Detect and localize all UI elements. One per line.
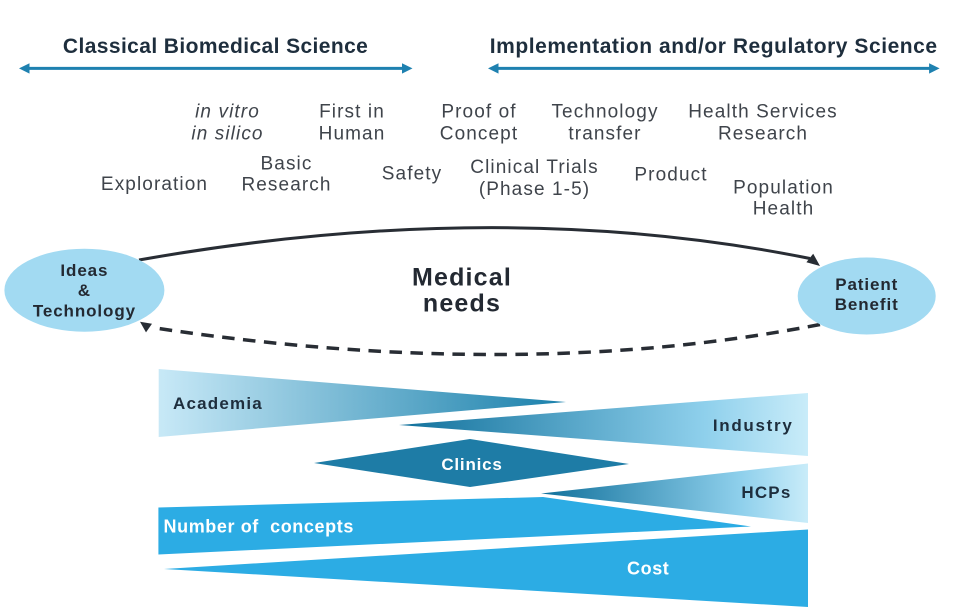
svg-text:in silico: in silico (191, 124, 263, 145)
svg-text:Clinics: Clinics (441, 455, 502, 474)
svg-text:Safety: Safety (382, 164, 442, 185)
svg-text:Cost: Cost (627, 559, 669, 579)
svg-text:&: & (78, 281, 91, 300)
svg-text:Classical Biomedical Science: Classical Biomedical Science (63, 35, 368, 58)
svg-text:Health Services: Health Services (688, 102, 838, 123)
svg-text:Research: Research (718, 124, 808, 145)
svg-text:in vitro: in vitro (195, 102, 260, 123)
svg-text:needs: needs (423, 290, 501, 318)
svg-text:(Phase 1-5): (Phase 1-5) (479, 179, 590, 200)
svg-text:Medical: Medical (412, 264, 512, 292)
svg-text:First in: First in (319, 102, 385, 123)
svg-text:Benefit: Benefit (835, 295, 899, 314)
svg-text:Ideas: Ideas (60, 261, 108, 280)
svg-text:Industry: Industry (713, 416, 794, 435)
svg-text:Product: Product (634, 164, 707, 185)
svg-text:Population: Population (733, 177, 834, 198)
svg-text:Patient: Patient (835, 275, 898, 294)
svg-text:Technology: Technology (551, 102, 658, 123)
svg-text:transfer: transfer (568, 124, 641, 145)
svg-text:HCPs: HCPs (741, 483, 791, 502)
svg-text:Human: Human (319, 124, 386, 145)
svg-text:Number of concepts: Number of concepts (164, 516, 354, 536)
svg-text:Concept: Concept (440, 124, 518, 145)
svg-text:Exploration: Exploration (101, 174, 208, 195)
svg-text:Proof of: Proof of (441, 102, 516, 123)
svg-text:Academia: Academia (173, 394, 263, 413)
svg-text:Basic: Basic (261, 153, 313, 174)
svg-text:Clinical Trials: Clinical Trials (470, 157, 598, 178)
svg-text:Implementation and/or Regulato: Implementation and/or Regulatory Science (490, 35, 938, 58)
svg-text:Technology: Technology (33, 301, 136, 320)
svg-text:Health: Health (753, 199, 815, 220)
svg-text:Research: Research (241, 174, 331, 195)
